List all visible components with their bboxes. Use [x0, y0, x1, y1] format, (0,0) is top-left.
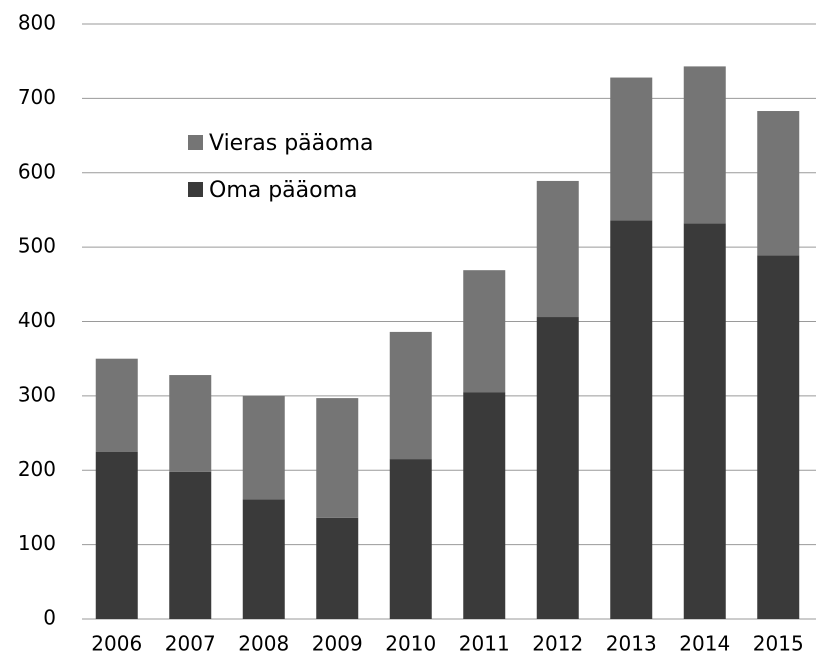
y-tick-label: 600 — [18, 159, 56, 183]
x-tick-label: 2015 — [753, 632, 804, 656]
x-tick-label: 2008 — [238, 632, 289, 656]
bar-segment — [757, 111, 800, 256]
x-tick-label: 2011 — [459, 632, 510, 656]
x-tick-label: 2012 — [532, 632, 583, 656]
bar-segment — [169, 375, 212, 472]
bar-segment — [169, 471, 212, 619]
bar-segment — [610, 77, 653, 221]
bar-segment — [242, 395, 285, 500]
bar-segment — [536, 180, 579, 318]
legend-swatch — [188, 135, 203, 150]
y-tick-label: 0 — [43, 606, 56, 630]
x-tick-label: 2007 — [165, 632, 216, 656]
bar-segment — [683, 66, 726, 224]
bar-segment — [610, 220, 653, 619]
x-tick-label: 2014 — [679, 632, 730, 656]
bar-segment — [95, 358, 138, 452]
bar-segment — [463, 270, 506, 393]
bar-segment — [242, 499, 285, 619]
y-tick-label: 800 — [18, 11, 56, 35]
x-tick-label: 2009 — [312, 632, 363, 656]
x-tick-label: 2006 — [91, 632, 142, 656]
bar-segment — [316, 517, 359, 619]
y-tick-label: 400 — [18, 308, 56, 332]
legend-label: Oma pääoma — [209, 178, 358, 203]
bar-segment — [683, 223, 726, 619]
bar-segment — [316, 398, 359, 518]
bar-segment — [757, 255, 800, 619]
y-tick-label: 200 — [18, 457, 56, 481]
bar-segment — [389, 459, 432, 619]
y-tick-label: 100 — [18, 531, 56, 555]
x-tick-label: 2013 — [606, 632, 657, 656]
y-tick-label: 700 — [18, 85, 56, 109]
bar-segment — [536, 317, 579, 619]
x-tick-label: 2010 — [385, 632, 436, 656]
legend-label: Vieras pääoma — [209, 131, 374, 156]
y-tick-label: 300 — [18, 382, 56, 406]
bar-segment — [95, 451, 138, 619]
y-tick-label: 500 — [18, 234, 56, 258]
legend-swatch — [188, 182, 203, 197]
bar-segment — [463, 392, 506, 619]
bar-segment — [389, 331, 432, 460]
